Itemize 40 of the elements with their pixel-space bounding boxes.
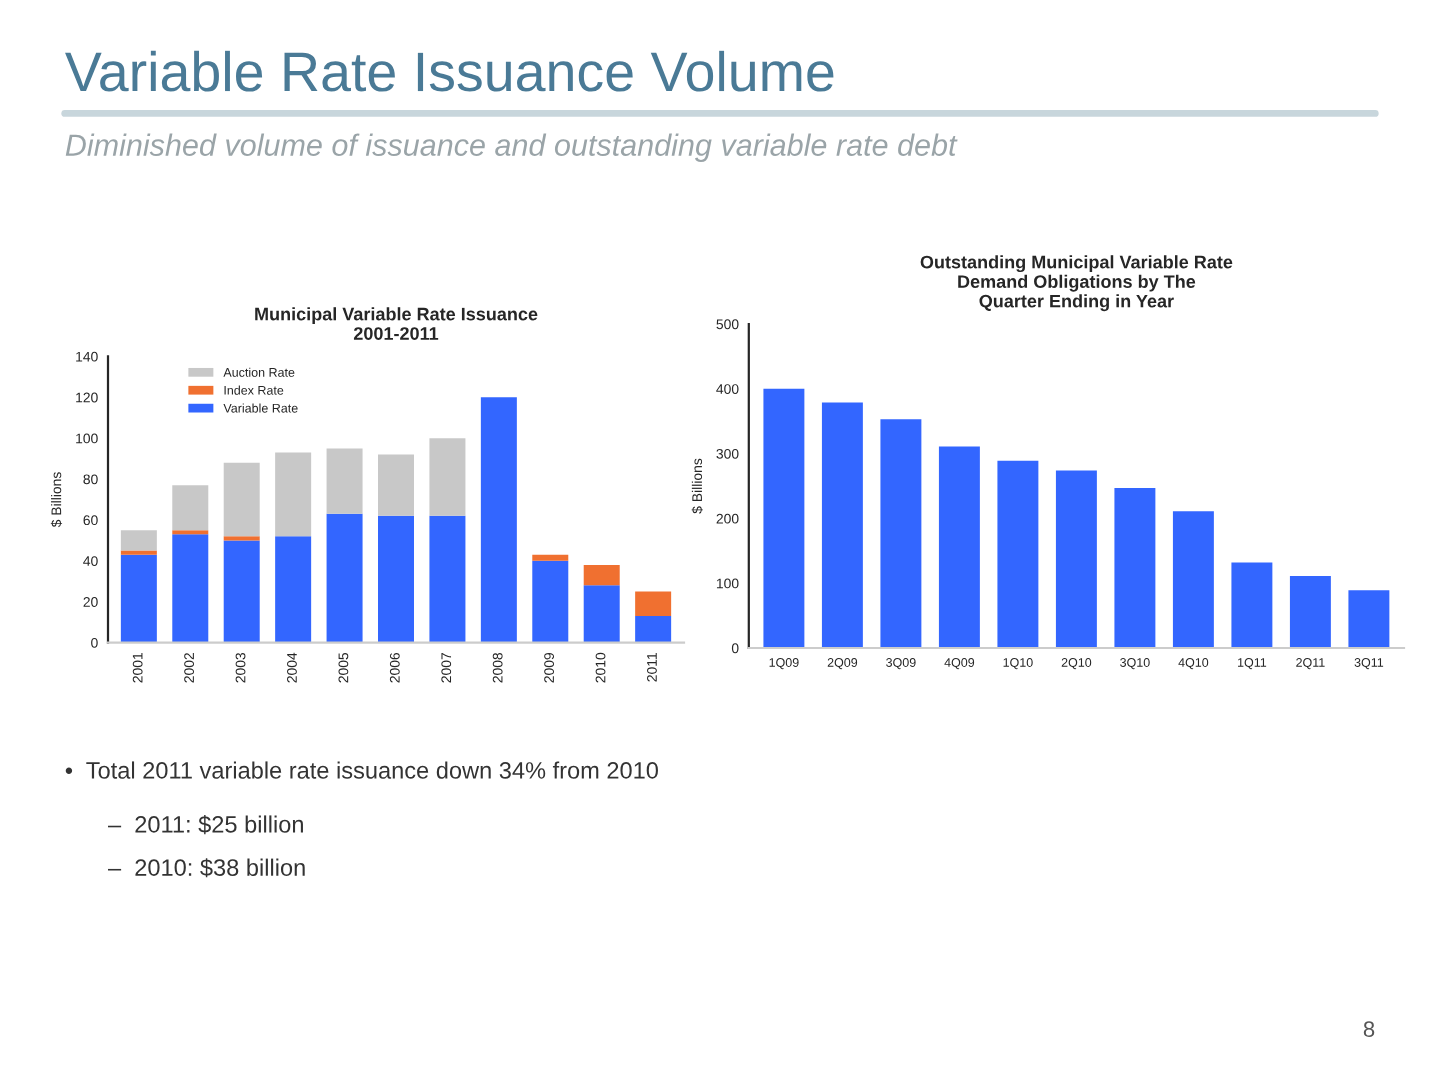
bar [1289,576,1331,648]
bar [821,402,863,648]
text: • Total 2011 variable rate issuance down 34% from 2010 [65,761,658,779]
bar [997,460,1039,648]
bar [172,534,209,643]
bar [429,438,466,516]
text: 8 [1363,1021,1375,1038]
bar [532,560,569,643]
bar [480,397,517,643]
bar [120,530,157,551]
bar [275,452,312,537]
bar [378,515,414,643]
text: – 2010: $38 billion [108,858,305,878]
bar [532,554,569,561]
bar [378,454,414,516]
bar [172,485,209,531]
bar [1055,470,1097,648]
bar [583,585,620,643]
text: Diminished volume of issuance and outstanding variable rate debt [65,133,958,162]
bar [635,616,672,643]
text: Variable Rate Issuance Volume [65,50,834,92]
bar [635,591,672,617]
bar [880,419,922,648]
bar [326,513,363,643]
bar [120,554,157,643]
text: – 2011: $25 billion [108,815,303,835]
bar [1348,590,1390,648]
bar [326,448,363,514]
bar [583,564,620,586]
chart-title: Outstanding Municipal Variable Rate Demand Obligations by The Quarter Ending in Year [920,255,1233,312]
chart-title: Municipal Variable Rate Issuance 2001-2011 [255,307,538,340]
bar [275,536,312,643]
bar [1231,562,1273,648]
bar [763,388,805,648]
bar [223,462,260,537]
bar [429,515,466,643]
bar [1114,487,1156,648]
bar [1172,511,1214,648]
bar [938,446,980,648]
bar [223,540,260,643]
